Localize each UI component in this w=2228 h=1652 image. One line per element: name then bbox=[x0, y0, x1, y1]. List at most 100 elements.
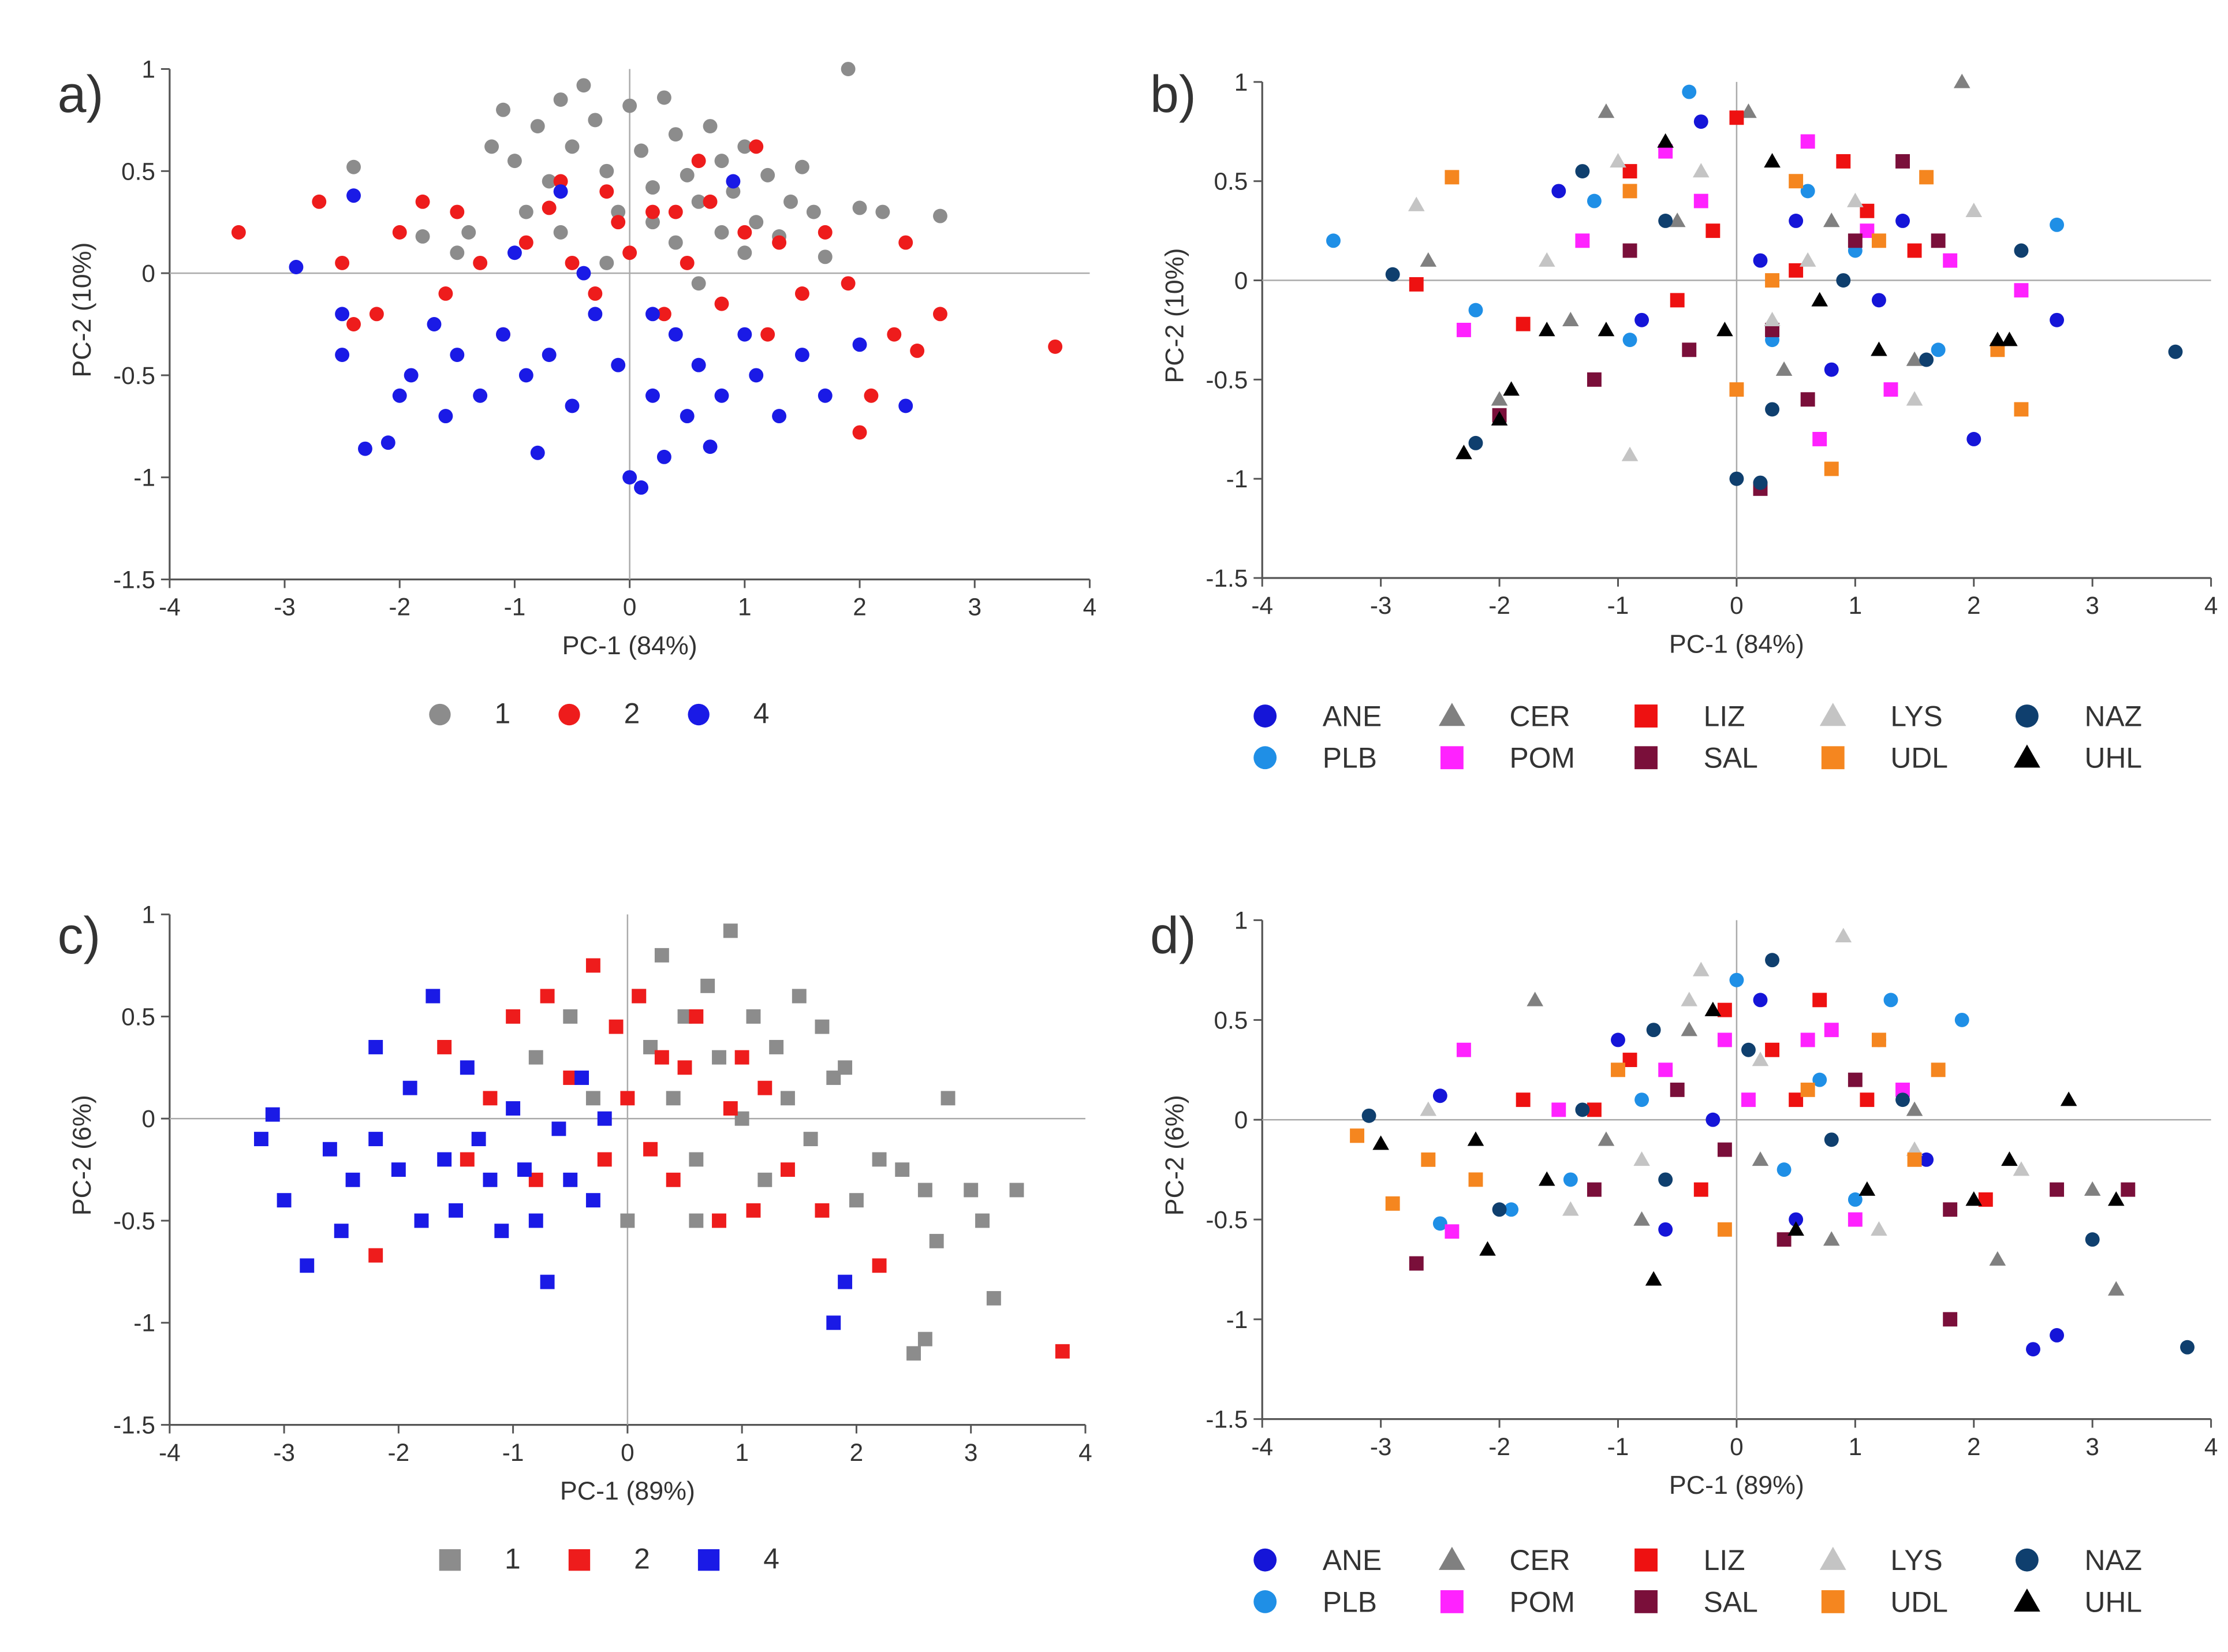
legend-label: PLB bbox=[1323, 1586, 1377, 1618]
point-4 bbox=[391, 1162, 406, 1177]
point-SAL bbox=[1409, 1256, 1424, 1271]
point-POM bbox=[1693, 193, 1708, 208]
x-axis-label: PC-1 (84%) bbox=[1669, 629, 1804, 658]
point-2 bbox=[609, 1019, 624, 1034]
x-tick-label: 1 bbox=[738, 594, 752, 621]
point-CER bbox=[1562, 311, 1579, 327]
x-tick-label: -3 bbox=[274, 594, 296, 621]
point-2 bbox=[933, 307, 947, 322]
point-2 bbox=[312, 194, 327, 209]
point-ANE bbox=[1789, 1212, 1804, 1227]
y-tick-label: -1.5 bbox=[113, 566, 155, 593]
point-1 bbox=[553, 225, 568, 240]
point-1 bbox=[634, 143, 648, 158]
point-2 bbox=[438, 286, 453, 301]
y-tick-label: 1 bbox=[1234, 69, 1248, 96]
point-NAZ bbox=[1729, 471, 1744, 486]
point-2 bbox=[872, 1258, 887, 1273]
point-1 bbox=[841, 62, 856, 76]
point-SAL bbox=[1943, 1202, 1958, 1217]
legend-label: LIZ bbox=[1704, 1544, 1745, 1576]
point-1 bbox=[929, 1233, 944, 1248]
legend-label: SAL bbox=[1704, 1586, 1758, 1618]
point-1 bbox=[737, 245, 752, 260]
point-LIZ bbox=[1670, 293, 1685, 308]
point-CER bbox=[1823, 212, 1840, 228]
point-1 bbox=[622, 98, 637, 113]
legend-marker-lys bbox=[1819, 1546, 1846, 1570]
legend-marker-plb bbox=[1253, 1590, 1277, 1613]
point-UHL bbox=[1764, 153, 1781, 168]
legend-label: CER bbox=[1510, 1544, 1570, 1576]
point-2 bbox=[1048, 339, 1063, 354]
legend-label: CER bbox=[1510, 700, 1570, 732]
point-ANE bbox=[1753, 993, 1768, 1008]
point-4 bbox=[334, 1224, 349, 1239]
point-CER bbox=[2107, 1281, 2125, 1296]
point-CER bbox=[1527, 991, 1544, 1006]
point-1 bbox=[620, 1213, 635, 1228]
point-PLB bbox=[1777, 1162, 1792, 1177]
point-1 bbox=[794, 159, 809, 174]
point-4 bbox=[714, 388, 729, 403]
legend-marker-sal bbox=[1634, 1590, 1658, 1613]
x-tick-label: -2 bbox=[388, 1439, 410, 1466]
point-NAZ bbox=[2014, 243, 2029, 258]
panel-b: b) -4 -3 -2 -1 0 1 2 3 4 -1.5 -1 -0.5 0 0.5 1 PC-1 (84%)… bbox=[1150, 65, 2218, 774]
y-tick-label: 1 bbox=[1234, 907, 1248, 934]
legend-label: LIZ bbox=[1704, 700, 1745, 732]
point-POM bbox=[2014, 283, 2029, 298]
point-POM bbox=[1551, 1102, 1566, 1117]
point-PLB bbox=[1326, 233, 1341, 248]
panel-label: b) bbox=[1150, 65, 1196, 123]
point-2 bbox=[565, 255, 580, 270]
point-LIZ bbox=[1729, 110, 1744, 125]
point-2 bbox=[714, 296, 729, 311]
y-tick-label: -1.5 bbox=[1206, 1406, 1248, 1433]
legend-label: NAZ bbox=[2085, 1544, 2143, 1576]
point-4 bbox=[518, 368, 533, 383]
point-2 bbox=[415, 194, 430, 209]
point-1 bbox=[714, 154, 729, 169]
point-NAZ bbox=[1385, 267, 1400, 282]
point-1 bbox=[941, 1091, 956, 1106]
point-LYS bbox=[1633, 1151, 1650, 1166]
legend-marker-1 bbox=[429, 703, 451, 726]
point-1 bbox=[588, 113, 603, 128]
point-POM bbox=[1824, 1023, 1839, 1038]
y-tick-label: 0.5 bbox=[1214, 168, 1248, 195]
point-LYS bbox=[1752, 1051, 1769, 1066]
point-2 bbox=[622, 245, 637, 260]
point-UHL bbox=[2107, 1191, 2125, 1206]
point-2 bbox=[392, 225, 407, 240]
point-4 bbox=[530, 445, 545, 460]
x-tick-label: -2 bbox=[389, 594, 410, 621]
point-POM bbox=[1717, 1032, 1732, 1047]
point-4 bbox=[794, 348, 809, 362]
point-4 bbox=[496, 327, 510, 342]
point-UHL bbox=[1858, 1181, 1876, 1196]
point-2 bbox=[588, 286, 603, 301]
point-PLB bbox=[2050, 217, 2065, 232]
x-tick-label: 0 bbox=[1730, 592, 1744, 619]
point-4 bbox=[402, 1080, 417, 1095]
point-PLB bbox=[1563, 1172, 1578, 1187]
point-ANE bbox=[2026, 1342, 2040, 1357]
point-POM bbox=[1456, 1042, 1471, 1057]
panel-label: d) bbox=[1150, 907, 1196, 964]
point-1 bbox=[645, 180, 660, 195]
legend-label: ANE bbox=[1323, 700, 1382, 732]
point-4 bbox=[565, 398, 580, 413]
point-CER bbox=[1775, 361, 1793, 376]
point-2 bbox=[585, 958, 600, 973]
point-4 bbox=[703, 439, 718, 454]
point-UHL bbox=[1456, 445, 1472, 460]
point-4 bbox=[680, 409, 695, 424]
point-2 bbox=[734, 1050, 749, 1065]
point-1 bbox=[917, 1332, 932, 1347]
point-LYS bbox=[1538, 252, 1555, 267]
point-NAZ bbox=[2180, 1340, 2195, 1355]
panel-c: c) -4 -3 -2 -1 0 1 2 3 4 -1.5 -1 -0.5 0 0.5 1 PC-1 (89%)… bbox=[58, 901, 1092, 1575]
point-POM bbox=[1575, 233, 1590, 248]
